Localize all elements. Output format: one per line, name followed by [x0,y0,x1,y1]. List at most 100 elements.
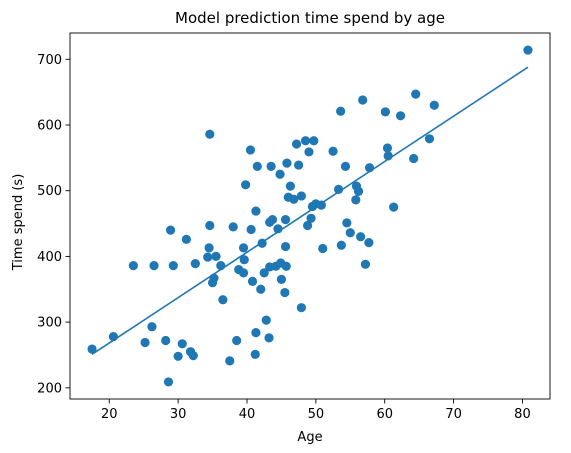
data-point-47 [266,161,276,171]
data-point-91 [382,143,393,153]
data-point-81 [345,228,355,238]
data-point-21 [209,273,219,283]
data-point-0 [87,344,97,354]
y-tick-label-200: 200 [37,381,62,396]
data-point-61 [289,194,299,204]
data-point-2 [128,261,138,271]
data-point-62 [291,139,302,149]
data-point-6 [161,335,171,346]
data-point-23 [216,261,226,271]
data-point-95 [409,153,419,164]
y-tick-label-400: 400 [37,250,62,265]
data-point-14 [188,351,198,361]
data-point-19 [205,129,215,139]
x-tick-label-40: 40 [239,407,256,422]
data-point-54 [280,287,290,298]
data-point-94 [395,111,406,121]
fit-line [91,66,529,355]
x-tick-label-50: 50 [308,407,325,422]
data-point-17 [204,243,214,253]
data-point-63 [294,160,304,170]
data-point-82 [351,195,361,205]
x-tick-label-30: 30 [170,407,187,422]
data-point-36 [250,349,260,359]
data-point-32 [241,180,251,190]
data-point-18 [205,220,215,231]
data-point-39 [252,161,262,171]
data-point-99 [523,45,533,55]
fit-line-layer [91,66,529,355]
y-tick-label-600: 600 [37,118,62,133]
data-point-64 [296,303,306,313]
data-point-96 [411,89,421,99]
data-point-7 [163,377,174,387]
data-point-26 [228,222,238,232]
data-point-40 [256,284,266,294]
data-point-90 [380,107,391,117]
data-point-77 [336,106,346,116]
data-point-50 [273,224,283,234]
data-point-24 [218,295,228,305]
data-point-75 [328,146,338,156]
data-point-58 [282,158,292,168]
data-point-12 [181,234,191,244]
data-point-69 [306,213,316,223]
data-point-86 [358,95,368,105]
data-point-25 [225,356,235,366]
data-point-67 [302,220,313,231]
data-point-71 [309,136,319,146]
data-point-8 [165,225,176,235]
data-point-30 [238,243,249,253]
data-point-92 [383,151,393,161]
data-point-88 [364,238,374,248]
data-point-51 [275,169,285,179]
data-point-43 [261,315,271,325]
data-point-87 [360,259,371,269]
data-point-35 [247,276,258,286]
data-point-80 [342,218,352,228]
data-point-76 [333,184,344,194]
data-point-84 [353,186,364,196]
data-point-41 [257,238,267,248]
data-point-79 [340,161,351,171]
data-point-68 [304,147,314,157]
data-point-1 [108,331,118,342]
x-tick-label-20: 20 [101,407,118,422]
data-point-3 [140,337,150,348]
data-point-10 [173,351,183,361]
data-point-38 [251,206,261,216]
data-point-65 [296,191,306,201]
points-layer [87,45,533,387]
data-point-97 [424,134,435,144]
data-point-73 [316,200,326,210]
x-axis-label: Age [297,430,322,445]
y-tick-label-700: 700 [37,53,62,68]
data-point-16 [203,252,213,262]
data-point-44 [264,333,274,343]
data-point-37 [251,328,261,338]
axes-layer: 20 30 40 50 60 70 80 200 300 400 500 600 700 [37,32,551,422]
data-point-33 [245,145,256,155]
data-point-89 [364,163,375,173]
chart-title: Model prediction time spend by age [175,9,445,27]
data-point-60 [285,181,295,191]
data-point-85 [356,232,366,242]
data-point-66 [300,136,311,146]
data-point-93 [389,202,399,212]
data-point-11 [177,339,187,349]
data-point-55 [280,215,291,225]
data-point-4 [147,322,157,332]
x-tick-label-60: 60 [376,407,393,422]
data-point-56 [280,241,291,252]
data-point-34 [246,224,256,235]
data-point-22 [211,251,221,262]
data-point-74 [318,243,328,254]
x-tick-label-80: 80 [514,407,531,422]
data-point-29 [238,268,249,278]
x-tick-label-70: 70 [445,407,462,422]
data-point-31 [239,255,249,265]
data-point-48 [267,215,278,225]
data-point-27 [232,335,242,346]
